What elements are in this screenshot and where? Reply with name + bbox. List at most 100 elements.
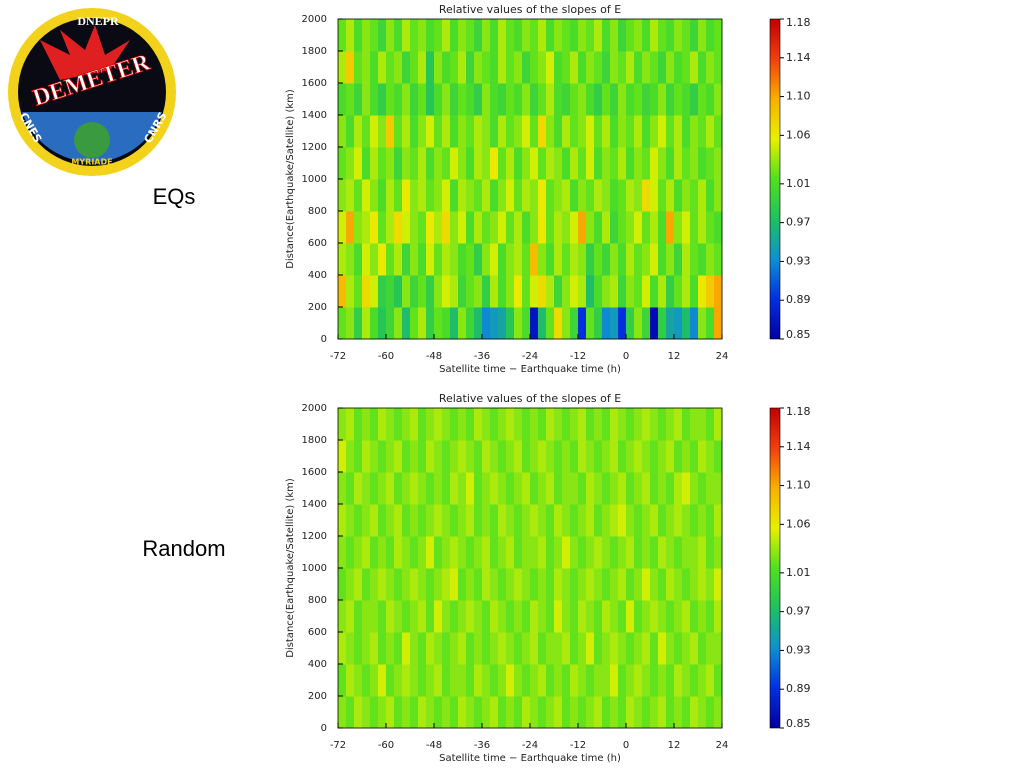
heat-cell	[402, 115, 411, 148]
heat-cell	[554, 632, 563, 665]
heat-cell	[634, 19, 643, 52]
heat-cell	[474, 179, 483, 212]
heat-cell	[394, 179, 403, 212]
heat-cell	[482, 600, 491, 633]
heat-cell	[434, 536, 443, 569]
heat-cell	[482, 307, 491, 340]
heat-cell	[594, 147, 603, 180]
heat-cell	[538, 664, 547, 697]
heat-cell	[378, 211, 387, 244]
heat-cell	[450, 472, 459, 505]
heat-cell	[610, 632, 619, 665]
heat-cell	[346, 568, 355, 601]
heat-cell	[706, 504, 715, 537]
heat-cell	[674, 472, 683, 505]
heat-cell	[530, 504, 539, 537]
heat-cell	[538, 243, 547, 276]
heat-cell	[666, 440, 675, 473]
heat-cell	[418, 211, 427, 244]
heat-cell	[618, 19, 627, 52]
heat-cell	[370, 211, 379, 244]
heat-cell	[386, 568, 395, 601]
heat-cell	[402, 504, 411, 537]
heat-cell	[410, 536, 419, 569]
x-tick-label: -60	[378, 740, 394, 751]
colorbar-tick-label: 0.97	[786, 605, 811, 618]
heat-cell	[690, 51, 699, 84]
heat-cell	[506, 696, 515, 729]
heat-cell	[418, 115, 427, 148]
heat-cell	[466, 275, 475, 308]
y-tick-label: 2000	[302, 14, 327, 25]
heat-cell	[642, 536, 651, 569]
heat-cell	[506, 51, 515, 84]
heat-cell	[338, 307, 347, 340]
heat-cell	[682, 307, 691, 340]
heat-cell	[546, 408, 555, 441]
heat-cell	[386, 664, 395, 697]
heat-cell	[362, 600, 371, 633]
heat-cell	[514, 83, 523, 116]
heat-cell	[450, 83, 459, 116]
heat-cell	[650, 472, 659, 505]
heat-cell	[402, 472, 411, 505]
heat-cell	[386, 307, 395, 340]
heat-cell	[618, 179, 627, 212]
heat-cell	[602, 115, 611, 148]
heat-cell	[658, 408, 667, 441]
heat-cell	[434, 440, 443, 473]
heat-cell	[506, 275, 515, 308]
heat-cell	[450, 307, 459, 340]
heat-cell	[642, 179, 651, 212]
heat-cell	[554, 51, 563, 84]
heat-cell	[482, 275, 491, 308]
heat-cell	[562, 179, 571, 212]
x-tick-label: -36	[474, 740, 490, 751]
heat-cell	[458, 504, 467, 537]
heat-cell	[378, 504, 387, 537]
heat-cell	[362, 243, 371, 276]
heat-cell	[394, 632, 403, 665]
heat-cell	[418, 632, 427, 665]
heat-cell	[370, 307, 379, 340]
heat-cell	[402, 179, 411, 212]
heat-cell	[626, 408, 635, 441]
heat-cell	[530, 275, 539, 308]
heat-cell	[634, 147, 643, 180]
x-tick-label: 12	[668, 351, 681, 362]
heat-cell	[666, 504, 675, 537]
colorbar-tick-label: 1.14	[786, 440, 811, 453]
heat-cell	[386, 83, 395, 116]
x-tick-label: -72	[330, 740, 346, 751]
heat-cell	[658, 115, 667, 148]
heat-cell	[602, 243, 611, 276]
heat-cell	[538, 19, 547, 52]
heat-cell	[418, 600, 427, 633]
heat-cell	[482, 147, 491, 180]
heat-cell	[554, 408, 563, 441]
heat-cell	[562, 664, 571, 697]
heat-cell	[466, 115, 475, 148]
heat-cell	[458, 83, 467, 116]
heat-cell	[362, 440, 371, 473]
heat-cell	[618, 275, 627, 308]
heat-cell	[610, 83, 619, 116]
heat-cell	[370, 536, 379, 569]
heat-cell	[386, 51, 395, 84]
heat-cell	[634, 536, 643, 569]
heat-cell	[362, 147, 371, 180]
heat-cell	[562, 440, 571, 473]
heat-cell	[554, 472, 563, 505]
heat-cell	[418, 696, 427, 729]
heat-cell	[562, 600, 571, 633]
heat-cell	[514, 472, 523, 505]
heat-cell	[658, 632, 667, 665]
heat-cell	[618, 504, 627, 537]
heat-cell	[594, 51, 603, 84]
heat-cell	[506, 211, 515, 244]
heat-cell	[586, 275, 595, 308]
heat-cell	[410, 115, 419, 148]
heat-cell	[570, 504, 579, 537]
heat-cell	[570, 275, 579, 308]
heat-cell	[362, 472, 371, 505]
